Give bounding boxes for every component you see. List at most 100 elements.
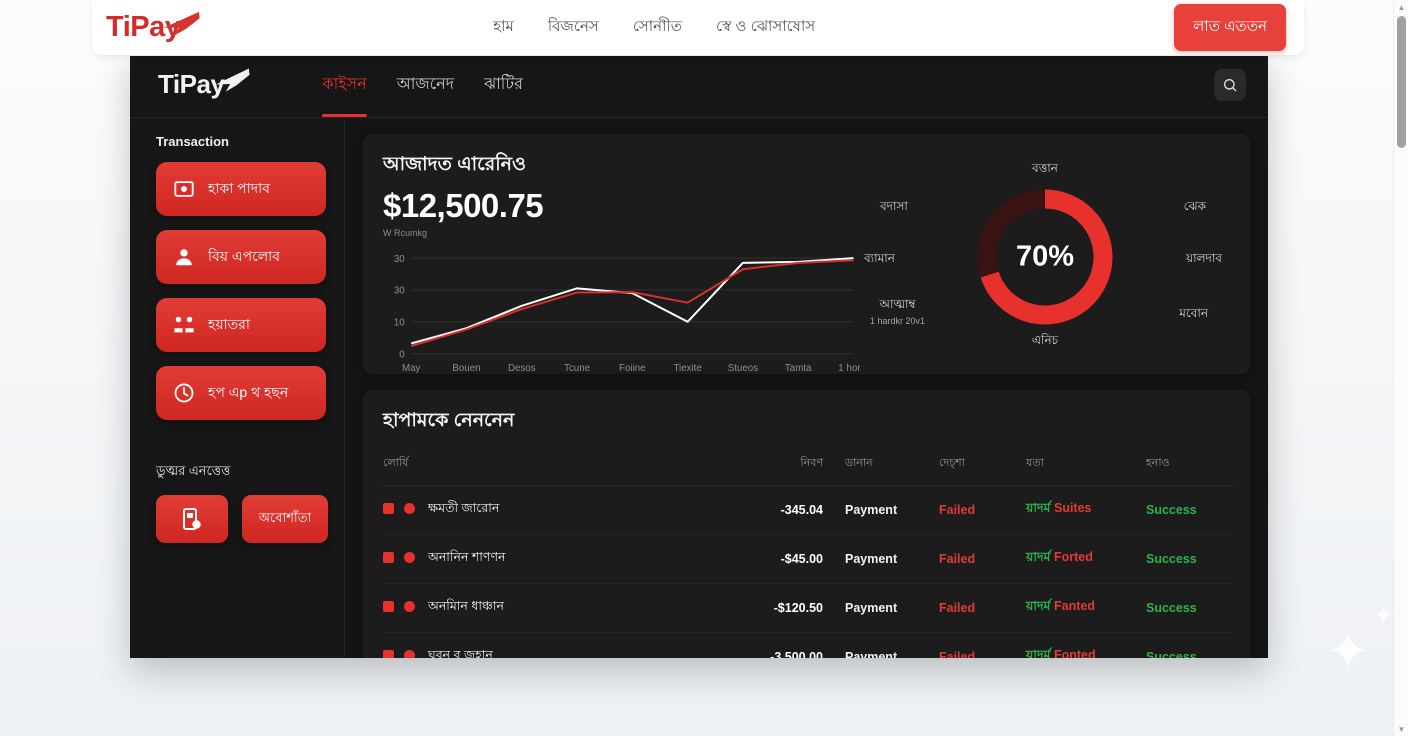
search-button[interactable] (1214, 68, 1246, 101)
mobile-payment-icon (183, 508, 201, 530)
earnings-title: আজাদত এারেনিও (383, 154, 526, 175)
svg-text:Desos: Desos (508, 363, 536, 374)
table-row[interactable]: অনানিন শাণণন -$45.00 Payment Failed য়াদর্ম … (383, 534, 1233, 584)
svg-text:Stueos: Stueos (728, 363, 758, 374)
cell-type: Payment (845, 503, 898, 517)
earnings-subtitle: W Rcumkg (383, 228, 428, 238)
donut-label-5-text: আত্মাম্ব (879, 297, 916, 311)
row-indicators (383, 650, 415, 658)
cell-name: অনমিান ধাঞ্চান (383, 583, 713, 633)
donut-label-0: বত্তান (1032, 161, 1058, 175)
table-row[interactable]: ঘুবন ব জহান -3,500.00 Payment Failed য়াদর্ম… (383, 632, 1233, 658)
cell-status-failed: Failed (939, 552, 976, 566)
cell-status-failed: Failed (939, 503, 976, 517)
row-name-text: অনানিন শাণণন (428, 550, 506, 564)
quick-action-secondary[interactable]: অবোশাঁতা (242, 495, 328, 543)
col-header-status3: হনাও (1138, 454, 1233, 486)
donut-label-6: ব্যামান (864, 251, 895, 265)
square-indicator-icon (383, 503, 394, 515)
transactions-card: হাপামকে নেননেন লোর্যি নিবণ ডানান দেচ্শা … (363, 390, 1250, 658)
row-indicators (383, 601, 415, 613)
cell-amount: -$45.00 (780, 552, 823, 566)
nav-item-1[interactable]: বিজনেস (547, 18, 599, 35)
row-indicators (383, 552, 415, 564)
sparkle-decoration: ✦ (1326, 623, 1370, 681)
app-header: TiPay কাইসন আজনেদ ঝাটির (130, 52, 1268, 118)
donut-label-7: বদাসা (880, 199, 908, 213)
svg-text:Bouen: Bouen (452, 363, 480, 374)
site-logo[interactable]: TiPay (106, 11, 194, 44)
scroll-up-arrow[interactable]: ▲ (1397, 2, 1406, 12)
col-header-name: লোর্যি (383, 454, 713, 486)
quick-action-mobile-payment[interactable] (156, 495, 228, 543)
tab-second[interactable]: আজনেদ (396, 76, 455, 93)
cell-type: Payment (845, 650, 898, 658)
app-logo[interactable]: TiPay (158, 69, 240, 100)
quick-access-label: ডুত্মর এনত্তেত্ত (156, 463, 231, 478)
sidebar-item-label: হপ এp থ হছন (208, 384, 289, 400)
circle-indicator-icon (404, 503, 415, 515)
cell-type: Payment (845, 552, 898, 566)
cell-name: অনানিন শাণণন (383, 534, 713, 584)
sidebar-item-label: হয়াতরা (208, 316, 250, 332)
cell-status-secondary: Suites (1053, 501, 1092, 515)
square-indicator-icon (383, 601, 394, 613)
sidebar-item-1[interactable]: বিয় এপলোব (156, 230, 326, 284)
search-icon (1224, 78, 1237, 91)
donut-label-2: য়ালদাব (1186, 251, 1222, 265)
cell-type: Payment (845, 601, 898, 615)
cell-amount: -3,500.00 (770, 650, 823, 658)
svg-text:0: 0 (399, 349, 405, 360)
table-header-row: লোর্যি নিবণ ডানান দেচ্শা যতা হনাও (383, 454, 1233, 486)
cta-button[interactable]: লাত এততন (1174, 4, 1286, 51)
svg-text:Tiexite: Tiexite (673, 363, 701, 374)
nav-item-2[interactable]: সোনাীত (632, 18, 683, 35)
app-tabs: কাইসন আজনেদ ঝাটির (322, 52, 523, 117)
tab-dashboard[interactable]: কাইসন (322, 52, 367, 117)
cell-status-bengali: য়াদর্ম (1026, 648, 1051, 658)
nav-item-0[interactable]: হাম (493, 18, 514, 35)
tab-third[interactable]: ঝাটির (484, 76, 523, 93)
table-head: লোর্যি নিবণ ডানান দেচ্শা যতা হনাও (383, 454, 1233, 486)
cell-status-bengali: য়াদর্ম (1026, 550, 1051, 564)
cell-amount: -$120.50 (773, 601, 823, 615)
app-body: Transaction হাকা পাদাব বিয় এপলোব (130, 118, 1268, 658)
camera-icon (173, 178, 195, 200)
cell-amount: -345.04 (780, 503, 823, 517)
transactions-table: লোর্যি নিবণ ডানান দেচ্শা যতা হনাও ক্ষমতী… (383, 454, 1233, 658)
clock-icon (173, 382, 195, 404)
donut-chart: 70% বত্তান ঝেক য়ালদাব মবোন এনিচ আত্মাম্… (860, 150, 1230, 364)
sidebar-item-0[interactable]: হাকা পাদাব (156, 162, 326, 216)
sidebar-item-3[interactable]: হপ এp থ হছন (156, 366, 326, 420)
row-name-text: ক্ষমতী জারোন (428, 501, 500, 515)
donut-chart-svg (977, 189, 1113, 325)
nav-item-3[interactable]: স্বে ও ঝোসাষোস (716, 18, 816, 35)
svg-text:1 horth: 1 horth (838, 363, 860, 374)
table-row[interactable]: অনমিান ধাঞ্চান -$120.50 Payment Failed য়াদর… (383, 583, 1233, 633)
app-panel: TiPay কাইসন আজনেদ ঝাটির Transaction (130, 52, 1268, 658)
cell-status-secondary: Fanted (1053, 599, 1095, 613)
cell-status-failed: Failed (939, 601, 976, 615)
sparkle-decoration: ✦ (1372, 600, 1394, 630)
table-row[interactable]: ক্ষমতী জারোন -345.04 Payment Failed য়াদর্ম … (383, 485, 1233, 535)
sidebar-item-2[interactable]: হয়াতরা (156, 298, 326, 352)
cell-status-success: Success (1146, 552, 1197, 566)
scrollbar-thumb[interactable] (1397, 16, 1406, 148)
col-header-status1: দেচ্শা (923, 454, 1018, 486)
line-chart: 30 30 10 0 May Bouen Desos Tcune Foiine Tiexite St… (383, 242, 860, 378)
circle-indicator-icon (404, 552, 415, 564)
svg-text:30: 30 (394, 286, 405, 297)
browser-scrollbar[interactable]: ▲ ▼ (1393, 0, 1408, 736)
svg-text:Tcune: Tcune (564, 363, 590, 374)
quick-access-row: অবোশাঁতা (156, 495, 332, 543)
col-header-amount: নিবণ (713, 454, 823, 486)
cell-status-success: Success (1146, 601, 1197, 615)
user-icon (173, 246, 195, 268)
scroll-down-arrow[interactable]: ▼ (1397, 724, 1406, 734)
sidebar-item-label: বিয় এপলোব (208, 248, 280, 264)
line-chart-labels: 30 30 10 0 May Bouen Desos Tcune Foiine Tiexite St… (394, 254, 860, 374)
site-header: TiPay হাম বিজনেস সোনাীত স্বে ও ঝোসাষোস ল… (92, 0, 1304, 56)
cell-status-bengali: য়াদর্ম (1026, 599, 1051, 613)
row-name-text: ঘুবন ব জহান (428, 648, 493, 658)
